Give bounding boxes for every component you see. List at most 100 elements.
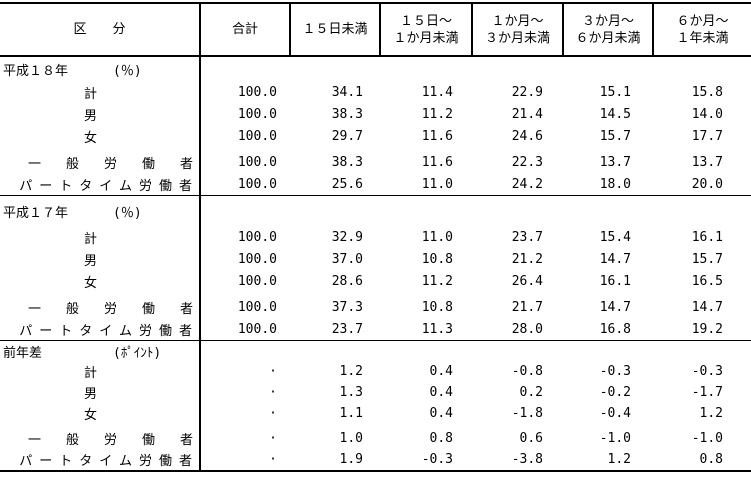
value-cell: 10.8 [421,251,453,267]
value-cell: 21.2 [511,251,543,267]
empty-cell [653,341,751,362]
empty-cell [380,196,472,227]
value-cell: 100.0 [237,106,277,122]
value-cell: 0.6 [519,431,543,446]
value-cell: 14.5 [599,106,631,122]
value-cell: 11.2 [421,106,453,122]
value-cell: 0.4 [429,385,453,400]
value-cell: 1.2 [607,452,631,467]
value-cell: 15.7 [691,251,723,267]
table-row: 計 100.0 32.9 11.0 23.7 15.4 16.1 [0,226,751,248]
empty-cell [653,56,751,81]
value-cell: 1.2 [699,406,723,421]
table-row: 男 · 1.3 0.4 0.2 -0.2 -1.7 [0,382,751,403]
value-cell: 0.8 [699,452,723,467]
value-cell: 22.3 [511,154,543,170]
value-cell: 100.0 [237,299,277,315]
value-cell: 34.1 [331,84,363,100]
empty-cell [290,56,380,81]
value-cell: 10.8 [421,299,453,315]
table-row: 計 · 1.2 0.4 -0.8 -0.3 -0.3 [0,361,751,382]
value-cell: 19.2 [691,321,723,337]
value-cell: 29.7 [331,128,363,144]
value-cell: 23.7 [331,321,363,337]
value-cell: 1.9 [339,452,363,467]
value-cell: 1.0 [339,431,363,446]
row-label: 男 [0,382,201,403]
empty-cell [200,196,290,227]
empty-cell [563,196,653,227]
empty-cell [0,292,201,296]
table-row: 女 · 1.1 0.4 -1.8 -0.4 1.2 [0,403,751,424]
value-cell: 26.4 [511,273,543,289]
block-unit: (％) [113,63,142,79]
value-cell: 11.0 [421,229,453,245]
row-label: 一 般 労 働 者 [0,151,201,173]
value-cell: 37.0 [331,251,363,267]
value-cell: 14.7 [599,251,631,267]
table-row: 一 般 労 働 者 100.0 38.3 11.6 22.3 13.7 13.7 [0,151,751,173]
value-cell: 18.0 [599,176,631,192]
row-label: 女 [0,270,201,292]
value-cell: 100.0 [237,128,277,144]
empty-cell [653,196,751,227]
column-header-total: 合計 [199,3,290,57]
row-label: パートタイム労働者 [0,318,201,341]
column-header-3m-6m: ３か月～ ６か月未満 [562,3,653,57]
empty-cell [0,147,201,151]
value-cell: 17.7 [691,128,723,144]
block-title-cell: 平成１８年 (％) [0,56,201,81]
column-header-1m-3m: １か月～ ３か月未満 [471,3,563,57]
row-label: 男 [0,103,201,125]
table-row: パートタイム労働者 · 1.9 -0.3 -3.8 1.2 0.8 [0,449,751,471]
empty-cell [563,56,653,81]
empty-cell [0,424,201,428]
value-cell: 15.8 [691,84,723,100]
value-cell: 37.3 [331,299,363,315]
value-cell: -1.0 [691,431,723,446]
block-title-row: 平成１８年 (％) [0,56,751,81]
value-cell: -1.0 [599,431,631,446]
row-label: 計 [0,361,201,382]
block-title: 前年差 [3,345,43,361]
value-cell: -0.4 [599,406,631,421]
table-block-2: 前年差 (ﾎﾟｲﾝﾄ) 計 · 1.2 0.4 -0.8 -0.3 -0.3 男 · 1.3 0.4 0.… [0,340,751,471]
block-title: 平成１８年 [3,63,69,79]
table-row: 一 般 労 働 者 · 1.0 0.8 0.6 -1.0 -1.0 [0,428,751,449]
value-cell: 20.0 [691,176,723,192]
column-header-category: 区 分 [0,3,200,57]
table-block-0: 平成１８年 (％) 計 100.0 34.1 11.4 22.9 15.1 15.8 男 100.0… [0,56,751,196]
value-cell: 15.7 [599,128,631,144]
value-cell: 11.6 [421,154,453,170]
empty-cell [290,341,380,362]
value-cell: · [269,431,277,446]
block-title-cell: 平成１７年 (％) [0,195,201,226]
row-label: 計 [0,226,201,248]
row-label: 計 [0,81,201,103]
table-row: 計 100.0 34.1 11.4 22.9 15.1 15.8 [0,81,751,103]
value-cell: 11.2 [421,273,453,289]
empty-cell [472,196,563,227]
empty-cell [200,341,290,362]
value-cell: 16.8 [599,321,631,337]
value-cell: · [269,385,277,400]
value-cell: 32.9 [331,229,363,245]
value-cell: 100.0 [237,273,277,289]
value-cell: 11.3 [421,321,453,337]
value-cell: -1.8 [511,406,543,421]
value-cell: 100.0 [237,251,277,267]
spacer-row [0,292,751,296]
value-cell: 28.0 [511,321,543,337]
value-cell: 14.7 [691,299,723,315]
value-cell: 16.5 [691,273,723,289]
spacer-row [0,424,751,428]
value-cell: · [269,406,277,421]
value-cell: 16.1 [691,229,723,245]
value-cell: 11.0 [421,176,453,192]
value-cell: 100.0 [237,229,277,245]
value-cell: 100.0 [237,154,277,170]
value-cell: 14.0 [691,106,723,122]
value-cell: 15.4 [599,229,631,245]
value-cell: 100.0 [237,84,277,100]
